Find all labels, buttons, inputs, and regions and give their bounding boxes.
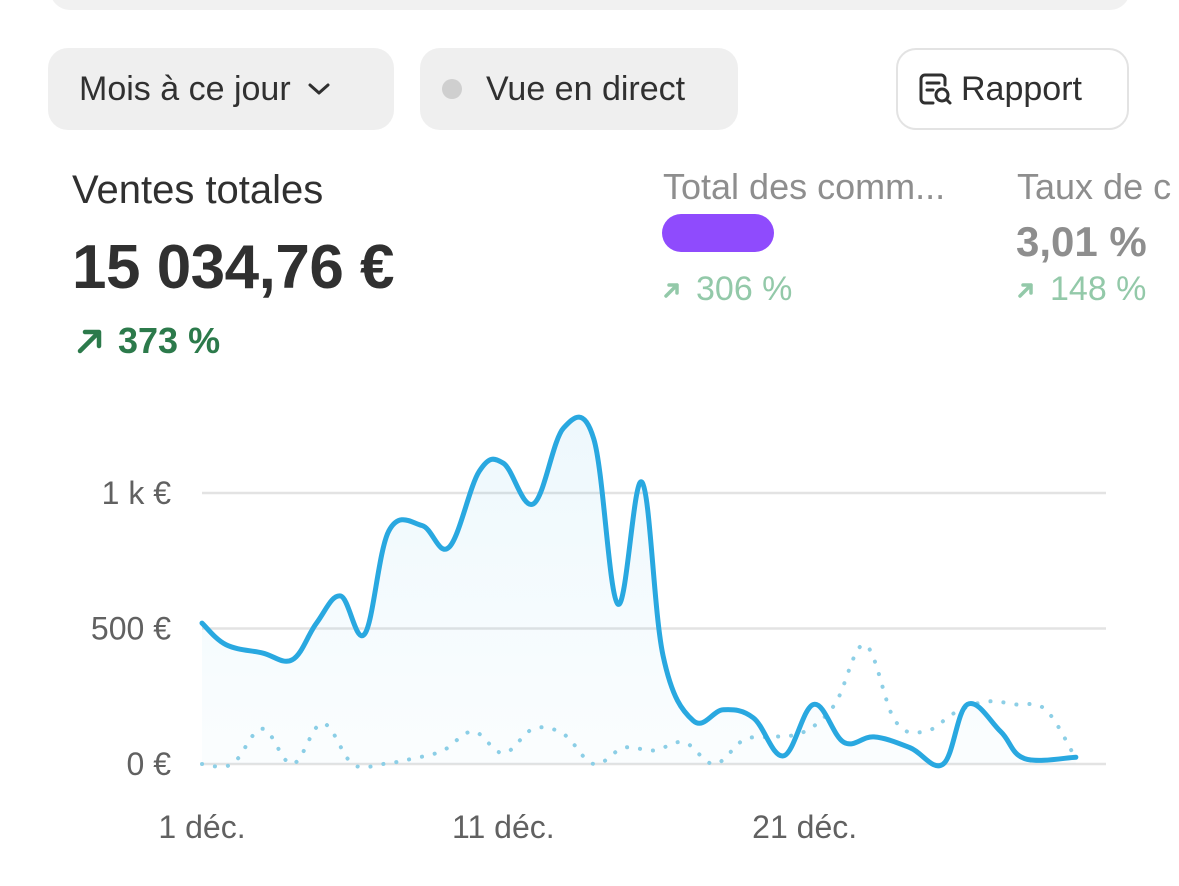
total-sales-change: 373 %: [74, 320, 220, 362]
redacted-orders-value: [662, 214, 774, 252]
total-orders-change-value: 306 %: [696, 270, 793, 308]
report-button[interactable]: Rapport: [896, 48, 1129, 130]
period-label: Mois à ce jour: [79, 69, 291, 108]
conversion-rate-value: 3,01 %: [1016, 218, 1147, 265]
period-select[interactable]: Mois à ce jour: [48, 48, 394, 130]
conversion-rate-change-value: 148 %: [1050, 270, 1147, 308]
status-dot-icon: [442, 79, 462, 99]
sales-line-chart[interactable]: 1 k € 500 € 0 € 1 déc. 11 déc. 21 déc.: [0, 380, 1179, 886]
chevron-down-icon: [307, 81, 331, 97]
report-label: Rapport: [961, 69, 1082, 108]
total-orders-title[interactable]: Total des comm...: [663, 166, 946, 207]
total-sales-title[interactable]: Ventes totales: [72, 168, 324, 212]
y-tick-label: 1 k €: [102, 475, 172, 511]
report-search-icon: [917, 71, 953, 107]
trend-up-icon: [74, 325, 106, 357]
y-tick-label: 0 €: [127, 746, 172, 782]
total-sales-change-value: 373 %: [118, 320, 221, 361]
x-tick-label: 11 déc.: [452, 809, 555, 845]
live-view-button[interactable]: Vue en direct: [420, 48, 738, 130]
total-sales-value: 15 034,76 €: [72, 233, 395, 302]
sales-series-area: [202, 417, 1076, 766]
sales-series-line: [199, 414, 1079, 769]
top-search-bar[interactable]: [50, 0, 1130, 10]
live-view-label: Vue en direct: [486, 69, 686, 108]
trend-up-icon: [1016, 280, 1036, 300]
trend-up-icon: [662, 280, 682, 300]
conversion-rate-title[interactable]: Taux de c: [1017, 166, 1172, 207]
x-tick-label: 1 déc.: [158, 809, 245, 845]
total-orders-change: 306 %: [662, 270, 792, 309]
x-tick-label: 21 déc.: [752, 809, 857, 845]
y-tick-label: 500 €: [91, 611, 171, 647]
conversion-rate-change: 148 %: [1016, 270, 1146, 309]
